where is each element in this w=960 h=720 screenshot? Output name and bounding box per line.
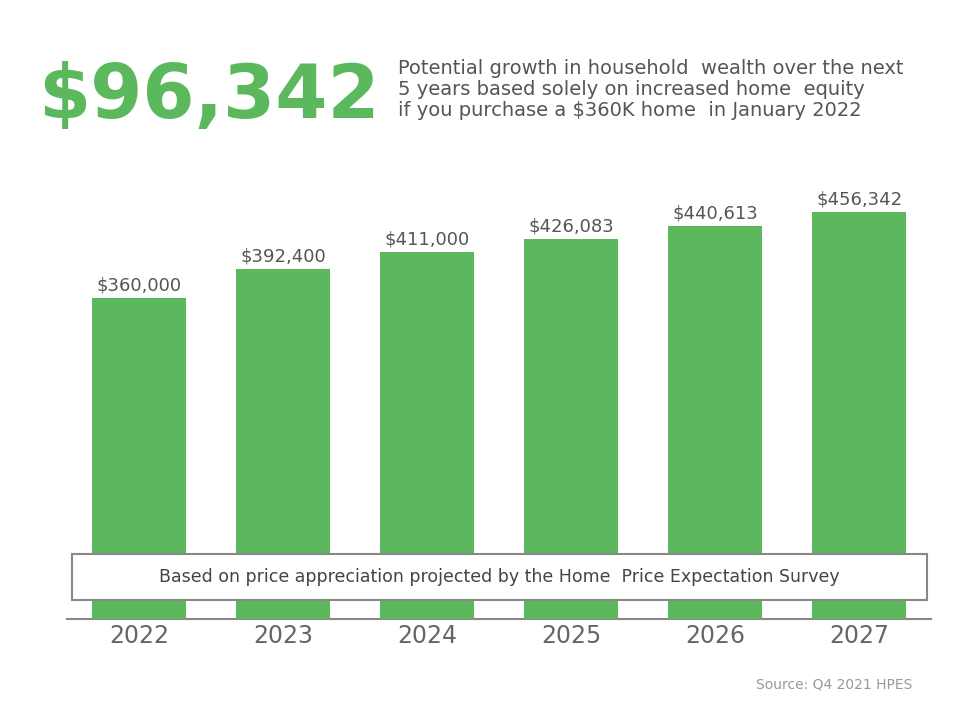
Text: $456,342: $456,342 (816, 190, 902, 208)
Bar (668, 226, 762, 619)
FancyBboxPatch shape (72, 554, 926, 600)
Text: Potential growth in household  wealth over the next: Potential growth in household wealth ove… (398, 59, 904, 78)
Bar (524, 239, 618, 619)
Text: Based on price appreciation projected by the Home  Price Expectation Survey: Based on price appreciation projected by… (159, 568, 839, 586)
Bar (92, 298, 186, 619)
Text: 5 years based solely on increased home  equity: 5 years based solely on increased home e… (398, 80, 865, 99)
Text: $411,000: $411,000 (385, 230, 469, 248)
Text: $440,613: $440,613 (672, 204, 758, 222)
Bar (380, 252, 474, 619)
Text: $96,342: $96,342 (38, 60, 380, 134)
Bar (236, 269, 330, 619)
Text: Source: Q4 2021 HPES: Source: Q4 2021 HPES (756, 678, 912, 691)
Text: $392,400: $392,400 (240, 247, 326, 265)
Text: $360,000: $360,000 (97, 276, 181, 294)
Text: $426,083: $426,083 (528, 217, 614, 235)
Bar (812, 212, 906, 619)
Text: if you purchase a $360K home  in January 2022: if you purchase a $360K home in January … (398, 101, 862, 120)
